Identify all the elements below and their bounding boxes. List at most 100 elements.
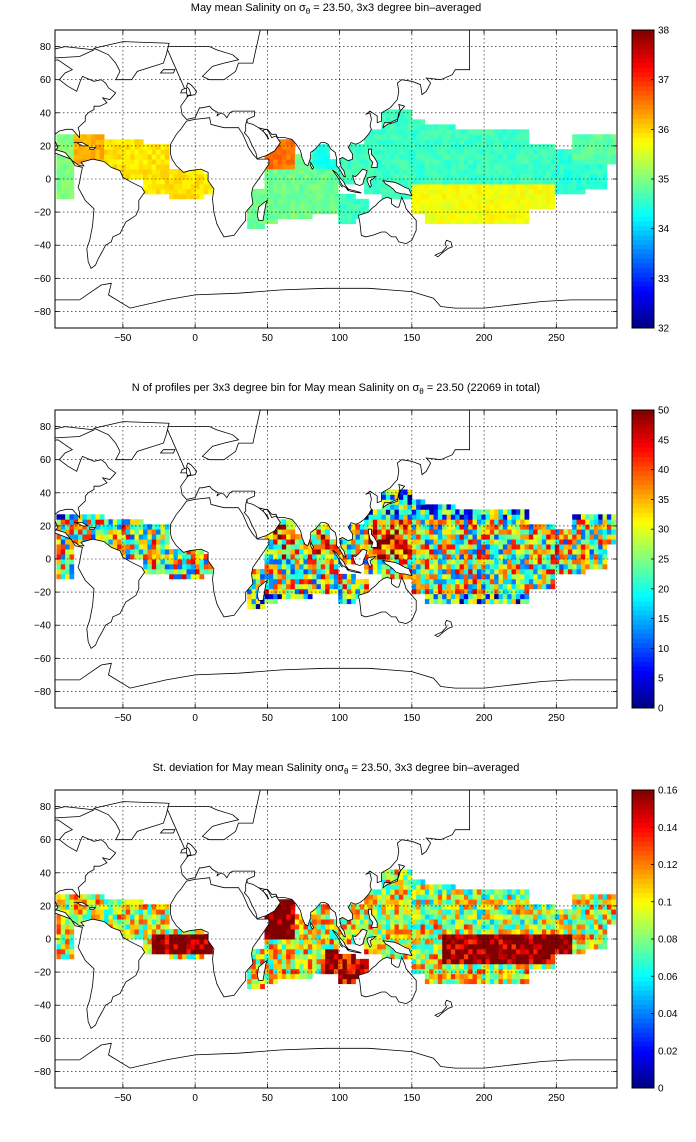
data-cell [282,144,287,149]
data-cell [325,969,330,974]
data-cell [512,179,517,184]
data-cell [499,209,504,214]
data-cell [356,544,361,549]
data-cell [533,534,538,539]
data-cell [490,554,495,559]
colorbar-step [632,137,654,142]
data-cell [408,139,413,144]
data-cell [434,199,439,204]
data-cell [290,544,295,549]
colorbar-step [632,568,654,573]
data-cell [321,534,326,539]
data-cell [299,574,304,579]
data-cell [160,539,165,544]
data-cell [147,159,152,164]
data-cell [61,544,66,549]
data-cell [173,944,178,949]
data-cell [308,199,313,204]
data-cell [468,899,473,904]
data-cell [256,604,261,609]
colorbar-step [632,485,654,490]
data-cell [464,539,469,544]
data-cell [490,174,495,179]
data-cell [555,569,560,574]
data-cell [499,949,504,954]
data-cell [147,144,152,149]
data-cell [408,919,413,924]
data-cell [399,914,404,919]
data-cell [451,504,456,509]
data-cell [395,164,400,169]
data-cell [581,189,586,194]
data-cell [412,179,417,184]
data-cell [178,954,183,959]
colorbar-tick-label: 0 [658,704,664,715]
data-cell [277,929,282,934]
data-cell [429,219,434,224]
data-cell [429,894,434,899]
data-cell [529,164,534,169]
data-cell [572,144,577,149]
data-cell [286,179,291,184]
data-cell [416,194,421,199]
data-cell [525,144,530,149]
data-cell [473,979,478,984]
data-cell [455,534,460,539]
data-cell [316,554,321,559]
data-cell [481,154,486,159]
data-cell [494,174,499,179]
data-cell [182,944,187,949]
data-cell [499,509,504,514]
data-cell [329,574,334,579]
data-cell [503,534,508,539]
data-cell [377,159,382,164]
data-cell [442,969,447,974]
data-cell [369,139,374,144]
data-cell [69,544,74,549]
data-cell [490,559,495,564]
data-cell [490,549,495,554]
data-cell [451,169,456,174]
data-cell [598,924,603,929]
data-cell [464,159,469,164]
data-cell [572,564,577,569]
data-cell [447,949,452,954]
data-cell [438,124,443,129]
data-cell [412,929,417,934]
data-cell [395,884,400,889]
data-cell [490,589,495,594]
data-cell [598,564,603,569]
data-cell [403,494,408,499]
data-cell [525,949,530,954]
data-cell [520,549,525,554]
data-cell [551,964,556,969]
data-cell [260,984,265,989]
data-cell [286,544,291,549]
data-cell [386,914,391,919]
data-cell [486,979,491,984]
data-cell [91,134,96,139]
data-cell [577,189,582,194]
data-cell [551,904,556,909]
data-cell [251,589,256,594]
data-cell [455,899,460,904]
data-cell [347,554,352,559]
colorbar-step [632,49,654,54]
data-cell [468,204,473,209]
data-cell [512,594,517,599]
data-cell [152,559,157,564]
data-cell [499,204,504,209]
data-cell [303,179,308,184]
data-cell [598,519,603,524]
colorbar-tick-label: 25 [658,555,670,566]
data-cell [503,554,508,559]
data-cell [126,919,131,924]
data-cell [269,159,274,164]
data-cell [473,204,478,209]
data-cell [490,219,495,224]
data-cell [290,579,295,584]
data-cell [386,544,391,549]
data-cell [325,589,330,594]
data-cell [299,559,304,564]
data-cell [516,564,521,569]
